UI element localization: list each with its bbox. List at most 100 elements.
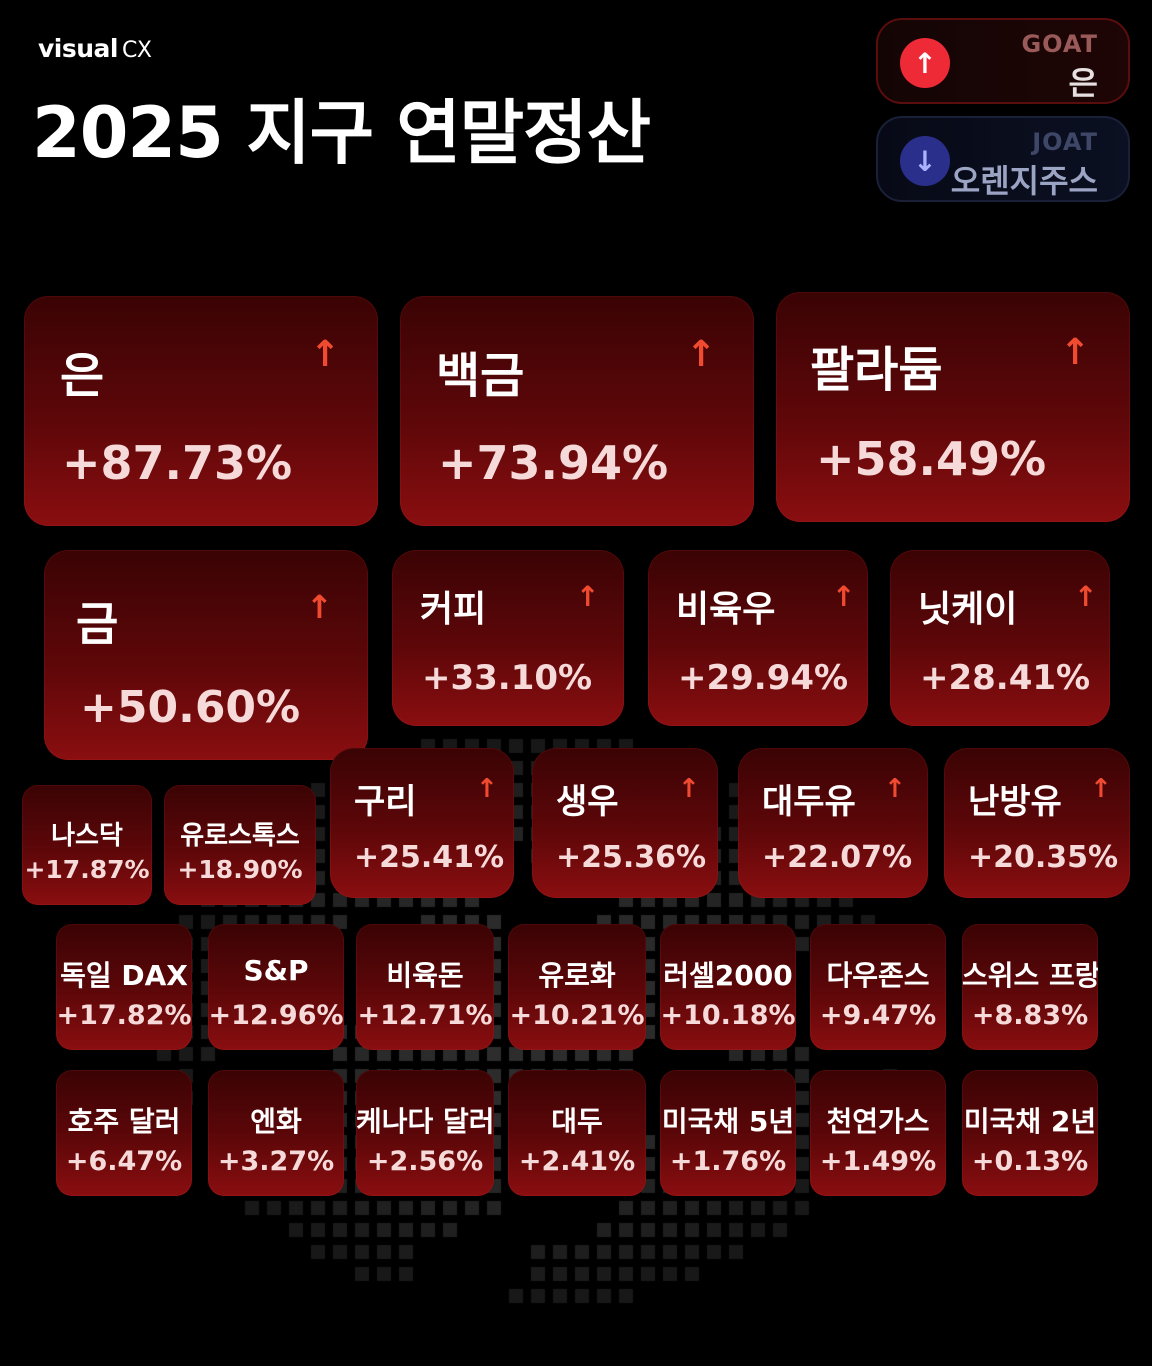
asset-change: +10.18%: [660, 1000, 796, 1031]
asset-change: +17.82%: [56, 1000, 192, 1031]
asset-change: +28.41%: [920, 658, 1091, 698]
asset-tile: 나스닥 +17.87%: [22, 785, 152, 905]
asset-change: +25.36%: [556, 840, 707, 875]
asset-change: +20.35%: [968, 840, 1119, 875]
asset-name: 생우: [556, 782, 619, 822]
asset-tile: 케나다 달러 +2.56%: [356, 1070, 494, 1196]
asset-change: +22.07%: [762, 840, 913, 875]
goat-title: GOAT: [1021, 30, 1098, 58]
asset-tile: 대두유 +22.07% ↑: [738, 748, 928, 898]
asset-name: 팔라듐: [810, 342, 943, 398]
asset-tile: 생우 +25.36% ↑: [532, 748, 718, 898]
asset-tile: 백금 +73.94% ↑: [400, 296, 754, 526]
asset-tile: 엔화 +3.27%: [208, 1070, 344, 1196]
asset-tile: 은 +87.73% ↑: [24, 296, 378, 526]
asset-change: +2.56%: [366, 1146, 484, 1177]
asset-name: 닛케이: [918, 589, 1018, 630]
asset-change: +58.49%: [816, 432, 1047, 486]
asset-tile: 비육우 +29.94% ↑: [648, 550, 868, 726]
asset-change: +0.13%: [971, 1146, 1089, 1177]
arrow-up-icon: ↑: [310, 334, 341, 375]
arrow-down-icon: ↓: [900, 136, 950, 186]
asset-change: +12.96%: [208, 1000, 344, 1031]
asset-tile: 금 +50.60% ↑: [44, 550, 368, 760]
asset-tile: 난방유 +20.35% ↑: [944, 748, 1130, 898]
asset-change: +50.60%: [80, 682, 301, 733]
asset-tile: 닛케이 +28.41% ↑: [890, 550, 1110, 726]
asset-name: 유로화: [538, 959, 616, 992]
asset-name: 금: [76, 597, 119, 651]
arrow-up-icon: ↑: [884, 774, 906, 804]
asset-name: 러셀2000: [663, 959, 793, 992]
asset-change: +17.87%: [24, 855, 150, 884]
asset-name: 호주 달러: [67, 1105, 181, 1138]
asset-tile: S&P +12.96%: [208, 924, 344, 1050]
arrow-up-icon: ↑: [900, 38, 950, 88]
asset-name: 커피: [420, 589, 487, 630]
arrow-up-icon: ↑: [678, 774, 700, 804]
asset-name: 난방유: [968, 782, 1062, 822]
asset-name: 미국채 2년: [963, 1105, 1097, 1138]
brand-logo: visual CX: [38, 34, 152, 63]
asset-change: +73.94%: [438, 436, 669, 490]
asset-name: 천연가스: [826, 1105, 930, 1138]
asset-tile: 커피 +33.10% ↑: [392, 550, 624, 726]
joat-value: 오렌지주스: [950, 162, 1098, 200]
asset-change: +6.47%: [65, 1146, 183, 1177]
asset-name: 구리: [354, 782, 417, 822]
asset-change: +18.90%: [177, 855, 303, 884]
asset-change: +8.83%: [971, 1000, 1089, 1031]
asset-change: +33.10%: [422, 658, 593, 698]
asset-tile: 유로스톡스 +18.90%: [164, 785, 316, 905]
asset-name: 케나다 달러: [356, 1105, 494, 1138]
goat-value: 은: [1068, 64, 1098, 102]
asset-change: +2.41%: [518, 1146, 636, 1177]
asset-tile: 천연가스 +1.49%: [810, 1070, 946, 1196]
asset-change: +10.21%: [509, 1000, 645, 1031]
arrow-up-icon: ↑: [832, 580, 856, 613]
asset-tile: 독일 DAX +17.82%: [56, 924, 192, 1050]
asset-change: +25.41%: [354, 840, 505, 875]
asset-tile: 스위스 프랑 +8.83%: [962, 924, 1098, 1050]
asset-name: 다우존스: [826, 959, 930, 992]
asset-tile: 대두 +2.41%: [508, 1070, 646, 1196]
joat-title: JOAT: [1032, 128, 1098, 156]
asset-name: 대두: [551, 1105, 603, 1138]
asset-name: 은: [60, 348, 105, 404]
arrow-up-icon: ↑: [476, 774, 498, 804]
asset-name: 비육우: [676, 589, 776, 630]
asset-name: 유로스톡스: [180, 821, 300, 851]
asset-change: +12.71%: [357, 1000, 493, 1031]
asset-change: +9.47%: [819, 1000, 937, 1031]
asset-change: +1.76%: [669, 1146, 787, 1177]
joat-badge: ↓ JOAT 오렌지주스: [876, 116, 1130, 202]
arrow-up-icon: ↑: [1074, 580, 1098, 613]
brand-suffix: CX: [121, 38, 152, 63]
page-title: 2025 지구 연말정산: [32, 92, 651, 174]
asset-tile: 다우존스 +9.47%: [810, 924, 946, 1050]
asset-name: 백금: [436, 348, 525, 404]
asset-tile: 구리 +25.41% ↑: [330, 748, 514, 898]
asset-name: 엔화: [250, 1105, 302, 1138]
asset-change: +3.27%: [217, 1146, 335, 1177]
arrow-up-icon: ↑: [686, 334, 717, 375]
asset-tile: 호주 달러 +6.47%: [56, 1070, 192, 1196]
arrow-up-icon: ↑: [306, 588, 333, 626]
asset-tile: 러셀2000 +10.18%: [660, 924, 796, 1050]
asset-name: 나스닥: [51, 821, 123, 851]
asset-name: 스위스 프랑: [962, 959, 1098, 992]
asset-name: S&P: [243, 954, 309, 987]
asset-tile: 비육돈 +12.71%: [356, 924, 494, 1050]
asset-name: 미국채 5년: [661, 1105, 795, 1138]
goat-badge: ↑ GOAT 은: [876, 18, 1130, 104]
asset-tile: 팔라듐 +58.49% ↑: [776, 292, 1130, 522]
arrow-up-icon: ↑: [1090, 774, 1112, 804]
asset-tile: 유로화 +10.21%: [508, 924, 646, 1050]
arrow-up-icon: ↑: [576, 580, 600, 613]
asset-tile: 미국채 2년 +0.13%: [962, 1070, 1098, 1196]
brand-main: visual: [38, 34, 118, 63]
asset-change: +29.94%: [678, 658, 849, 698]
arrow-up-icon: ↑: [1060, 332, 1091, 373]
